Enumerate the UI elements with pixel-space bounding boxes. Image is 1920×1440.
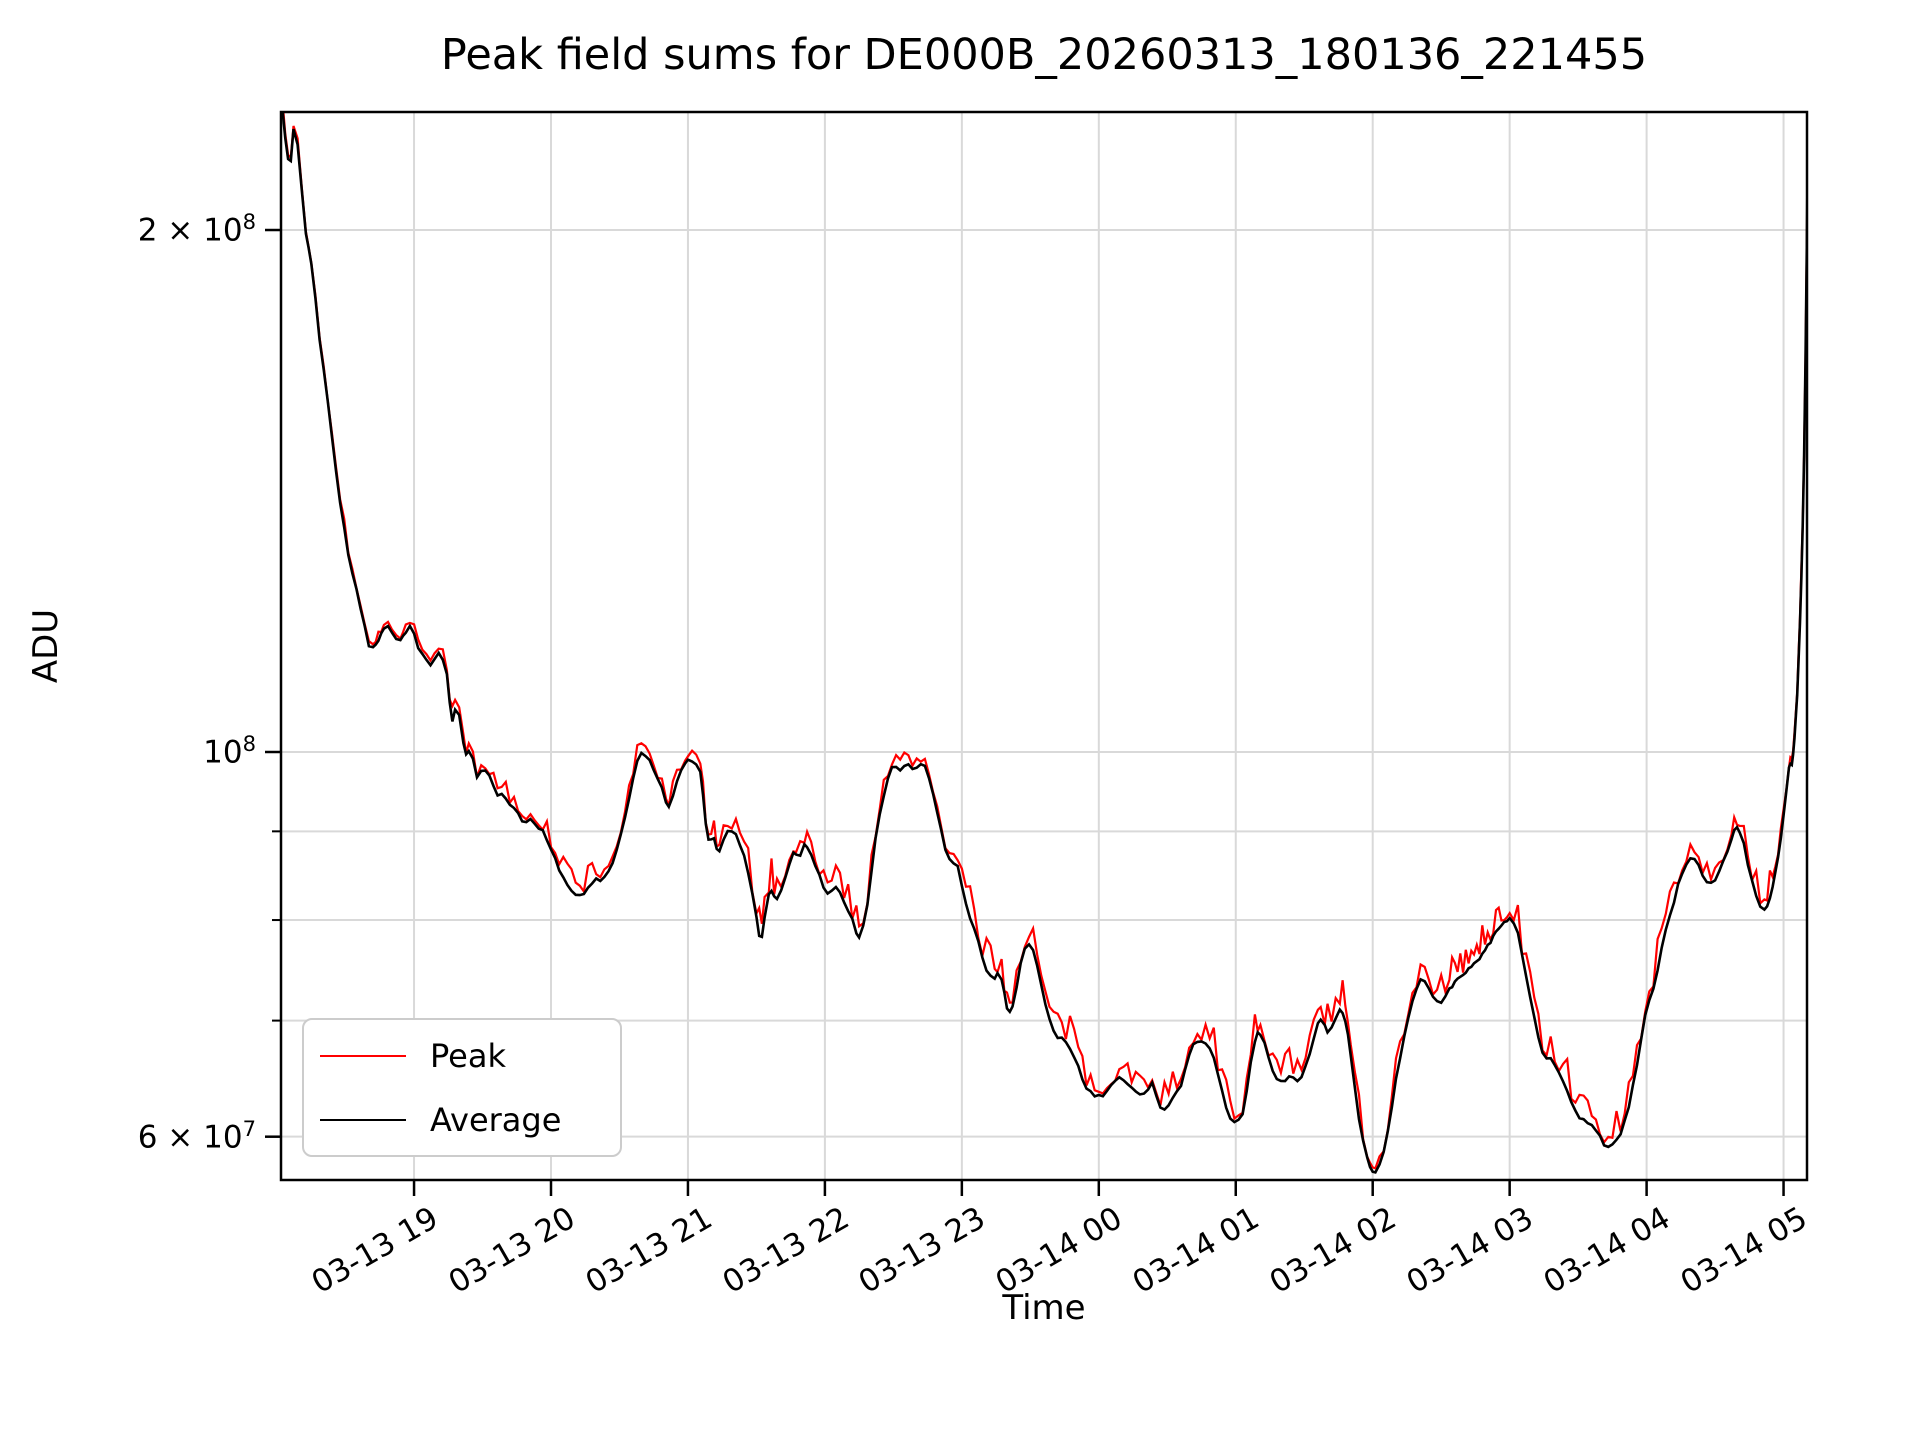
legend: Peak Average bbox=[302, 1018, 622, 1157]
y-tick-label: 108 bbox=[203, 731, 256, 771]
legend-item-peak: Peak bbox=[320, 1037, 620, 1075]
average-series-line bbox=[281, 112, 1807, 1174]
average-line-sample bbox=[320, 1118, 406, 1121]
y-tick-label: 2 × 108 bbox=[137, 209, 256, 249]
peak-line-sample bbox=[320, 1054, 406, 1057]
x-axis-label: Time bbox=[1002, 1288, 1086, 1328]
y-axis-label: ADU bbox=[26, 608, 66, 684]
peak-series-line bbox=[282, 112, 1807, 1170]
legend-label-peak: Peak bbox=[430, 1036, 506, 1075]
legend-label-average: Average bbox=[430, 1100, 562, 1139]
chart-title: Peak field sums for DE000B_20260313_1801… bbox=[440, 30, 1648, 80]
y-tick-label: 6 × 107 bbox=[137, 1115, 256, 1155]
legend-item-average: Average bbox=[320, 1101, 620, 1139]
plot-spines bbox=[279, 110, 1809, 1182]
